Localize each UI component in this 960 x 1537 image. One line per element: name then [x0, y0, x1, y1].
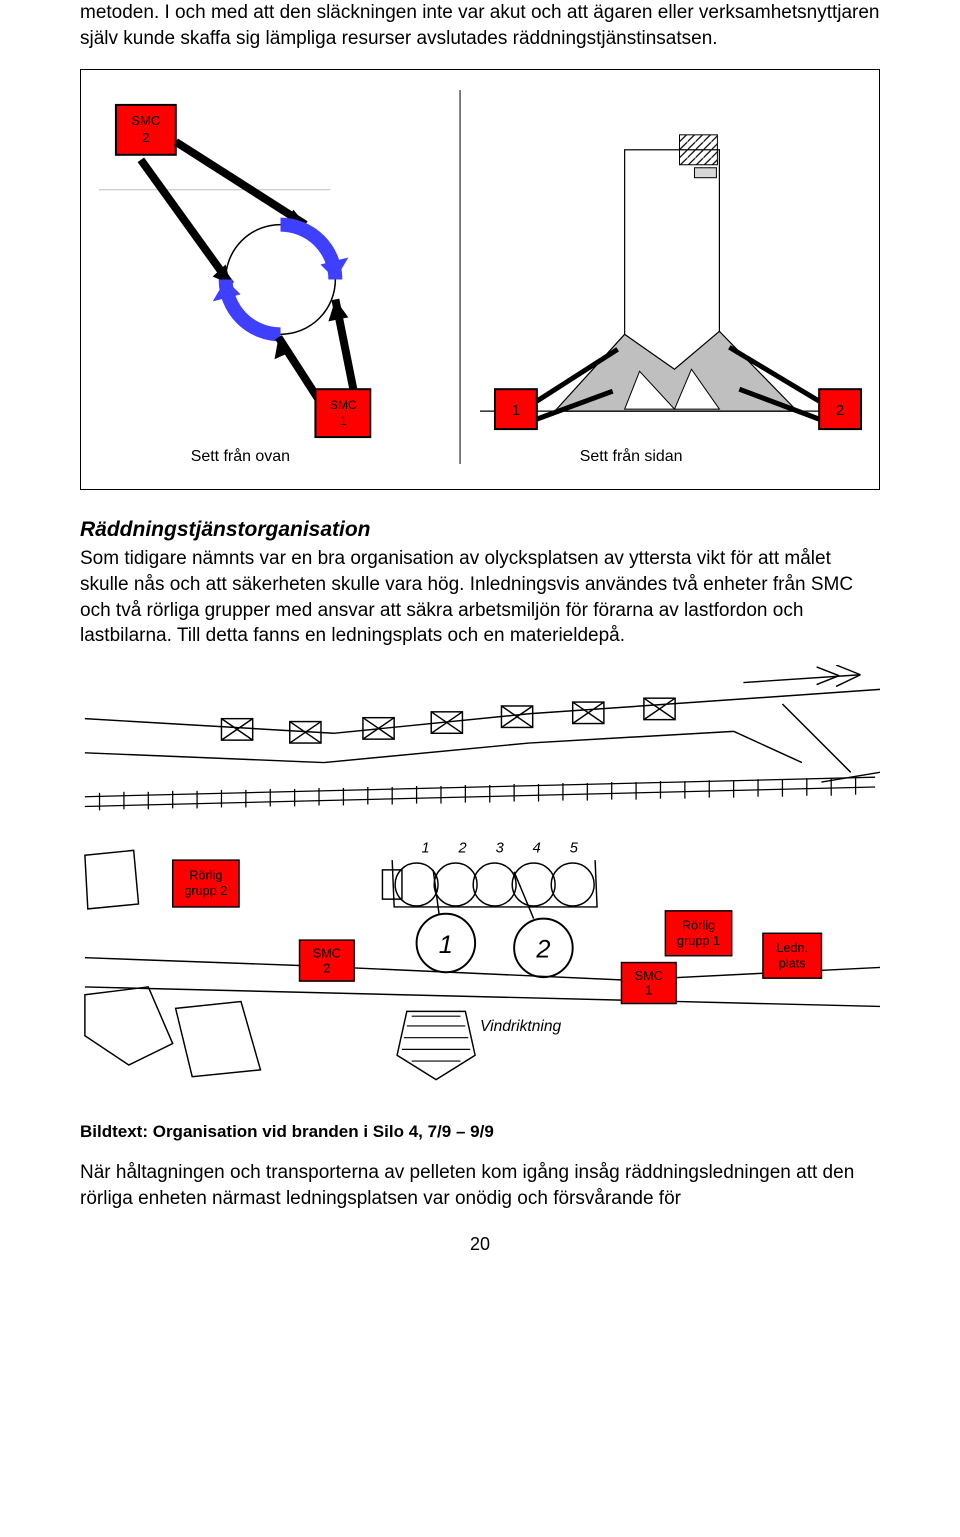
- figure1-smc2-line2: 2: [142, 130, 149, 145]
- figure2-rorlig2-l2: grupp 2: [184, 884, 227, 898]
- figure2-circle-1: 1: [439, 931, 453, 959]
- figure2-rorlig1-l2: grupp 1: [677, 934, 720, 948]
- figure-2-caption: Bildtext: Organisation vid branden i Sil…: [80, 1122, 880, 1142]
- heading-raddningstjanst: Räddningstjänstorganisation: [80, 518, 880, 542]
- figure2-num-4: 4: [533, 840, 541, 856]
- figure-2-container: 1 2 3 4 5 1 2 Rörlig g: [80, 665, 880, 1085]
- figure2-smc2-l2: 2: [323, 961, 330, 975]
- figure1-right-label: Sett från sidan: [580, 447, 683, 465]
- figure2-smc2-l1: SMC: [313, 946, 341, 960]
- figure-1-svg: SMC 2: [81, 70, 879, 489]
- figure1-smc1-line2: 1: [340, 414, 347, 428]
- paragraph-2: Som tidigare nämnts var en bra organisat…: [80, 546, 880, 649]
- figure2-rorlig2-l1: Rörlig: [189, 868, 222, 882]
- figure1-box1: 1: [512, 402, 520, 419]
- figure2-num-1: 1: [421, 840, 429, 856]
- figure-1-frame: SMC 2: [80, 69, 880, 490]
- figure1-left-label: Sett från ovan: [191, 447, 290, 465]
- paragraph-1: metoden. I och med att den släckningen i…: [80, 0, 880, 51]
- figure2-ledn-l1: Ledn.: [776, 941, 808, 955]
- figure2-num-3: 3: [496, 840, 504, 856]
- figure2-rorlig1-l1: Rörlig: [682, 918, 715, 932]
- figure2-ledn-l2: plats: [779, 956, 806, 970]
- figure2-num-5: 5: [570, 840, 579, 856]
- figure-2-svg: 1 2 3 4 5 1 2 Rörlig g: [80, 665, 880, 1085]
- figure2-circle-2: 2: [535, 935, 550, 963]
- figure1-smc1-line1: SMC: [330, 398, 357, 412]
- page-number: 20: [80, 1234, 880, 1255]
- figure2-smc1-l2: 1: [645, 984, 652, 998]
- figure2-num-2: 2: [458, 840, 467, 856]
- figure2-vindriktning: Vindriktning: [480, 1018, 562, 1035]
- figure1-box2: 2: [836, 402, 844, 419]
- figure1-smc2-line1: SMC: [131, 113, 160, 128]
- figure2-smc1-l1: SMC: [635, 969, 663, 983]
- paragraph-3: När håltagningen och transporterna av pe…: [80, 1160, 880, 1211]
